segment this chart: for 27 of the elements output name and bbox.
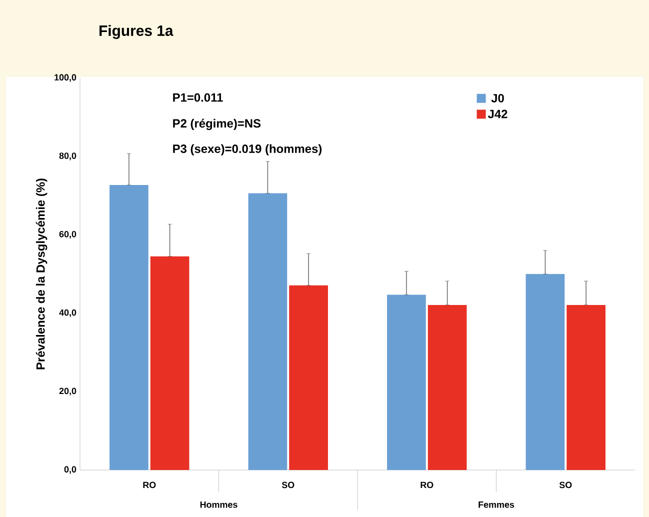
x-tick-label: SO <box>282 482 294 488</box>
x-tick-label: SO <box>559 482 572 488</box>
y-tick-label: 60,0 <box>59 230 76 239</box>
y-axis-title: Prévalence de la Dysglycémie (%) <box>36 178 48 370</box>
bar <box>428 304 467 470</box>
legend-label: J42 <box>488 110 508 118</box>
y-tick-label: 100,0 <box>54 74 76 82</box>
bar <box>387 294 426 470</box>
text: Hommes <box>200 502 238 508</box>
bar <box>150 256 190 470</box>
bar <box>248 193 288 470</box>
y-tick-label: 20,0 <box>59 388 76 396</box>
bar <box>289 285 328 470</box>
legend-label: J0 <box>491 94 504 102</box>
y-tick-label: 80,0 <box>59 152 76 160</box>
annotation: P3 (sexe)=0.019 (hommes) <box>173 144 322 156</box>
x-tick-label: RO <box>143 482 156 488</box>
annotation: P2 (régime)=NS <box>173 118 261 130</box>
text: Femmes <box>478 502 514 508</box>
y-tick-label: 0,0 <box>64 466 76 474</box>
x-tick-label: RO <box>420 482 434 488</box>
bar <box>566 304 606 470</box>
annotation: P1=0.011 <box>173 93 223 102</box>
y-tick-label: 40,0 <box>59 309 76 318</box>
chart-title: Figures 1a <box>100 24 174 39</box>
bar <box>526 274 565 470</box>
bar <box>110 185 148 470</box>
